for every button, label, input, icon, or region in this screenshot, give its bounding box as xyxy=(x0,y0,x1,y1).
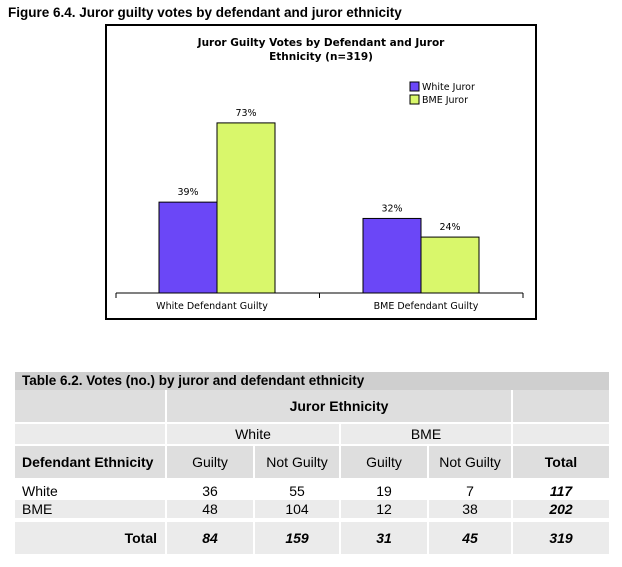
chart-title-line-1: Juror Guilty Votes by Defendant and Juro… xyxy=(197,37,445,49)
bar-bme-juror-1 xyxy=(420,236,480,294)
row-label-total: Total xyxy=(15,522,165,554)
figure-caption: Figure 6.4. Juror guilty votes by defend… xyxy=(8,5,402,20)
cell-total-bme-not-guilty: 45 xyxy=(429,522,511,554)
cell-bme-bme-not-guilty: 38 xyxy=(429,500,511,518)
subgroup-corner-cell xyxy=(15,424,165,444)
chart-title-line-2: Ethnicity (n=319) xyxy=(269,51,373,63)
chart-title: Juror Guilty Votes by Defendant and Juro… xyxy=(107,36,535,64)
subgroup-total-spacer xyxy=(513,424,609,444)
row-header-defendant-ethnicity: Defendant Ethnicity xyxy=(15,446,165,478)
bar-white-juror-1 xyxy=(362,217,422,294)
row-label-bme: BME xyxy=(15,500,165,518)
cell-white-bme-not-guilty: 7 xyxy=(466,483,474,499)
cell-total-white-guilty: 84 xyxy=(167,522,253,554)
column-header-white-not-guilty: Not Guilty xyxy=(255,446,339,478)
legend-label-white-juror: White Juror xyxy=(422,82,475,93)
cell-total-white-not-guilty: 159 xyxy=(255,522,339,554)
cell-white-bme-guilty: 19 xyxy=(376,483,392,499)
cell-white-total: 117 xyxy=(549,483,573,499)
cell-total-bme-guilty: 31 xyxy=(341,522,427,554)
x-tick-label-0: White Defendant Guilty xyxy=(156,301,268,312)
cell-bme-white-not-guilty: 104 xyxy=(255,500,339,518)
table-corner-cell xyxy=(15,390,165,422)
subgroup-bme: BME xyxy=(341,424,511,444)
column-header-total: Total xyxy=(513,446,609,478)
bar-chart: Juror Guilty Votes by Defendant and Juro… xyxy=(105,24,537,320)
column-header-white-guilty: Guilty xyxy=(167,446,253,478)
bar-bme-juror-0 xyxy=(216,122,276,294)
cell-bme-bme-guilty: 12 xyxy=(341,500,427,518)
legend-label-bme-juror: BME Juror xyxy=(422,95,468,106)
data-label-white-juror-1: 32% xyxy=(381,203,402,214)
cell-bme-white-guilty: 48 xyxy=(167,500,253,518)
legend-swatch-bme-juror xyxy=(409,94,420,105)
subgroup-white: White xyxy=(167,424,339,444)
column-header-bme-not-guilty: Not Guilty xyxy=(429,446,511,478)
legend-swatch-white-juror xyxy=(409,81,420,92)
cell-white-white-not-guilty: 55 xyxy=(289,483,305,499)
cell-bme-total: 202 xyxy=(513,500,609,518)
chart-plot: 39% 32% 73% 24% White Defendant Guilty BME De… xyxy=(115,81,524,312)
cell-white-white-guilty: 36 xyxy=(202,483,218,499)
row-label-white: White xyxy=(22,483,58,499)
x-tick-label-1: BME Defendant Guilty xyxy=(374,301,479,312)
juror-ethnicity-header: Juror Ethnicity xyxy=(167,390,511,422)
table-caption: Table 6.2. Votes (no.) by juror and defe… xyxy=(15,372,609,390)
data-label-bme-juror-1: 24% xyxy=(439,222,460,233)
data-label-bme-juror-0: 73% xyxy=(235,108,256,119)
column-header-bme-guilty: Guilty xyxy=(341,446,427,478)
cell-grand-total: 319 xyxy=(513,522,609,554)
table-total-spacer xyxy=(513,390,609,422)
data-label-white-juror-0: 39% xyxy=(177,187,198,198)
bar-white-juror-0 xyxy=(158,201,218,294)
